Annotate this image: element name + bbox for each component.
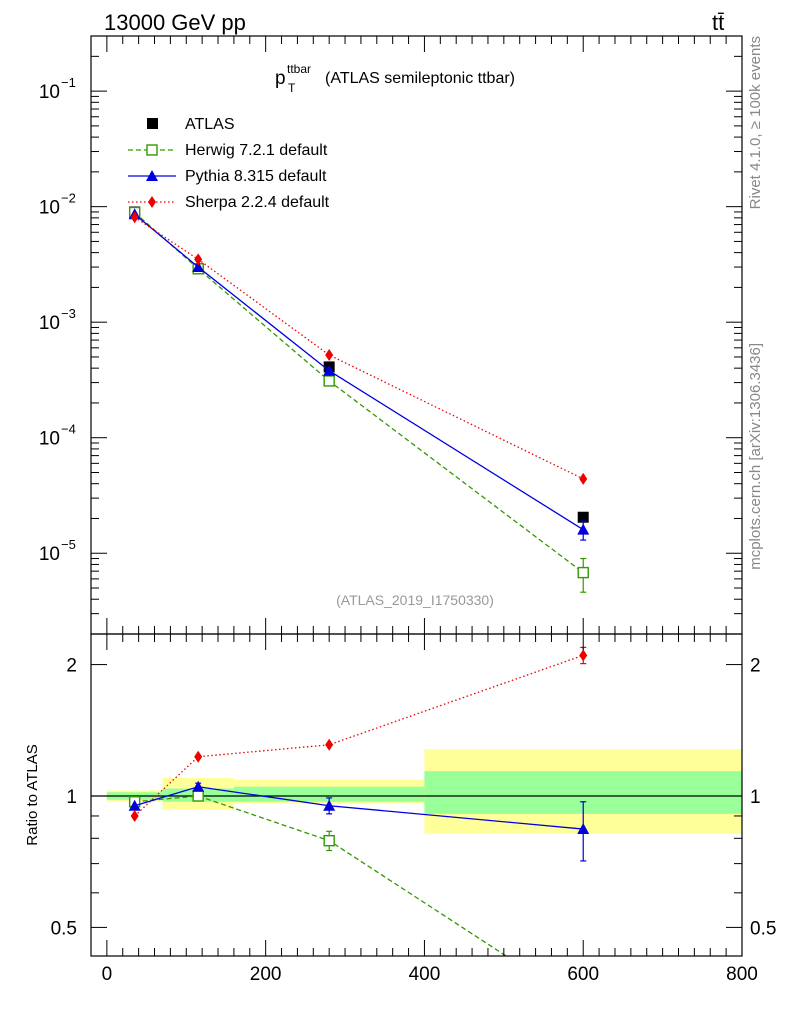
ratio-band-green — [233, 786, 425, 802]
main-point-sherpa — [579, 472, 588, 485]
ratio-point-sherpa — [130, 809, 139, 822]
ratio-point-pythia — [323, 799, 336, 811]
ratio-axes: 0.5 0.5 1 1 2 2 0 200 400 600 800 — [51, 634, 776, 985]
ratio-point-herwig — [192, 790, 204, 802]
main-point-sherpa — [130, 211, 139, 224]
analysis-id-label: (ATLAS_2019_I1750330) — [336, 592, 494, 608]
ratio-ytick-label: 0.5 — [51, 918, 77, 939]
ratio-ytick-label-right: 2 — [750, 656, 761, 677]
main-ytick-label-mantissa: 10 — [39, 82, 60, 103]
main-line-sherpa — [134, 216, 584, 480]
main-point-sherpa — [194, 253, 203, 266]
main-point-herwig — [323, 375, 335, 387]
ratio-point-pythia — [128, 799, 141, 811]
ratio-plot-frame — [90, 633, 743, 957]
ratio-xtick-label: 400 — [409, 964, 441, 985]
ratio-line-herwig — [134, 795, 508, 956]
legend-entry-herwig: Herwig 7.2.1 default — [128, 142, 328, 159]
main-point-sherpa — [325, 348, 334, 361]
main-point-pythia — [577, 523, 590, 535]
legend-entry-atlas: ATLAS — [147, 116, 235, 133]
ratio-uncertainty-bands — [91, 749, 742, 834]
mcplots-reference-label: mcplots.cern.ch [arXiv:1306.3436] — [747, 343, 764, 570]
legend-marker-atlas — [147, 118, 158, 129]
legend-entry-sherpa: Sherpa 2.2.4 default — [128, 194, 330, 211]
main-axes: 10−110−210−310−410−5 — [39, 36, 743, 635]
legend: ATLAS Herwig 7.2.1 default Pythia 8.315 … — [128, 116, 330, 211]
legend-label-sherpa: Sherpa 2.2.4 default — [185, 194, 330, 211]
main-title-superscript: ttbar — [287, 62, 311, 76]
legend-label-pythia: Pythia 8.315 default — [185, 168, 327, 185]
ratio-point-herwig — [578, 1001, 588, 1011]
main-marks — [128, 206, 590, 593]
ratio-point-sherpa — [579, 649, 588, 662]
ratio-point-pythia — [192, 780, 205, 792]
ratio-xtick-label: 800 — [726, 964, 758, 985]
main-line-pythia — [134, 213, 584, 531]
ratio-point-sherpa — [325, 738, 334, 751]
main-ytick-label-mantissa: 10 — [39, 198, 60, 219]
ratio-point-pythia — [577, 823, 590, 835]
main-ytick-label-exponent: −4 — [61, 422, 76, 437]
main-ytick-label-exponent: −1 — [61, 75, 76, 90]
legend-marker-sherpa — [148, 196, 156, 208]
header-energy-label: 13000 GeV pp — [104, 10, 246, 35]
rivet-version-label: Rivet 4.1.0, ≥ 100k events — [747, 36, 764, 209]
ratio-point-herwig — [323, 834, 335, 847]
ratio-line-pythia — [134, 786, 584, 830]
ratio-point-sherpa — [194, 750, 203, 763]
ratio-ytick-label: 1 — [66, 787, 77, 808]
main-ytick-label-exponent: −2 — [61, 191, 76, 206]
legend-entry-pythia: Pythia 8.315 default — [128, 168, 327, 185]
ratio-ytick-label: 2 — [66, 656, 77, 677]
main-title-p: p — [275, 68, 286, 89]
main-point-pythia — [323, 364, 336, 376]
main-ytick-label-exponent: −3 — [61, 306, 76, 321]
main-title-subscript: T — [288, 81, 296, 95]
ratio-marks — [128, 646, 590, 1011]
main-title-text: (ATLAS semileptonic ttbar) — [325, 70, 515, 87]
legend-label-atlas: ATLAS — [185, 116, 235, 133]
main-ytick-label-exponent: −5 — [61, 537, 76, 552]
ratio-panel: 0.5 0.5 1 1 2 2 0 200 400 600 800 Ratio to ATLAS — [24, 633, 776, 1011]
ratio-y-axis-label: Ratio to ATLAS — [24, 744, 41, 845]
main-panel: 10−110−210−310−410−5 p ttbar T (ATLAS se… — [39, 35, 743, 635]
main-point-atlas — [577, 511, 589, 523]
main-ytick-label-mantissa: 10 — [39, 313, 60, 334]
ratio-xtick-label: 200 — [250, 964, 282, 985]
main-point-herwig — [577, 566, 589, 579]
main-ytick-label-mantissa: 10 — [39, 544, 60, 565]
main-ytick-label-mantissa: 10 — [39, 429, 60, 450]
legend-marker-pythia — [146, 170, 158, 181]
legend-label-herwig: Herwig 7.2.1 default — [185, 142, 328, 159]
ratio-line-sherpa — [134, 654, 584, 817]
ratio-ytick-label-right: 1 — [750, 787, 761, 808]
legend-marker-herwig — [146, 144, 158, 156]
main-point-pythia — [192, 261, 205, 273]
ratio-ytick-label-right: 0.5 — [750, 918, 776, 939]
ratio-xtick-label: 0 — [102, 964, 113, 985]
ratio-xtick-label: 600 — [567, 964, 599, 985]
header-process-label: tt̄ — [712, 10, 724, 35]
